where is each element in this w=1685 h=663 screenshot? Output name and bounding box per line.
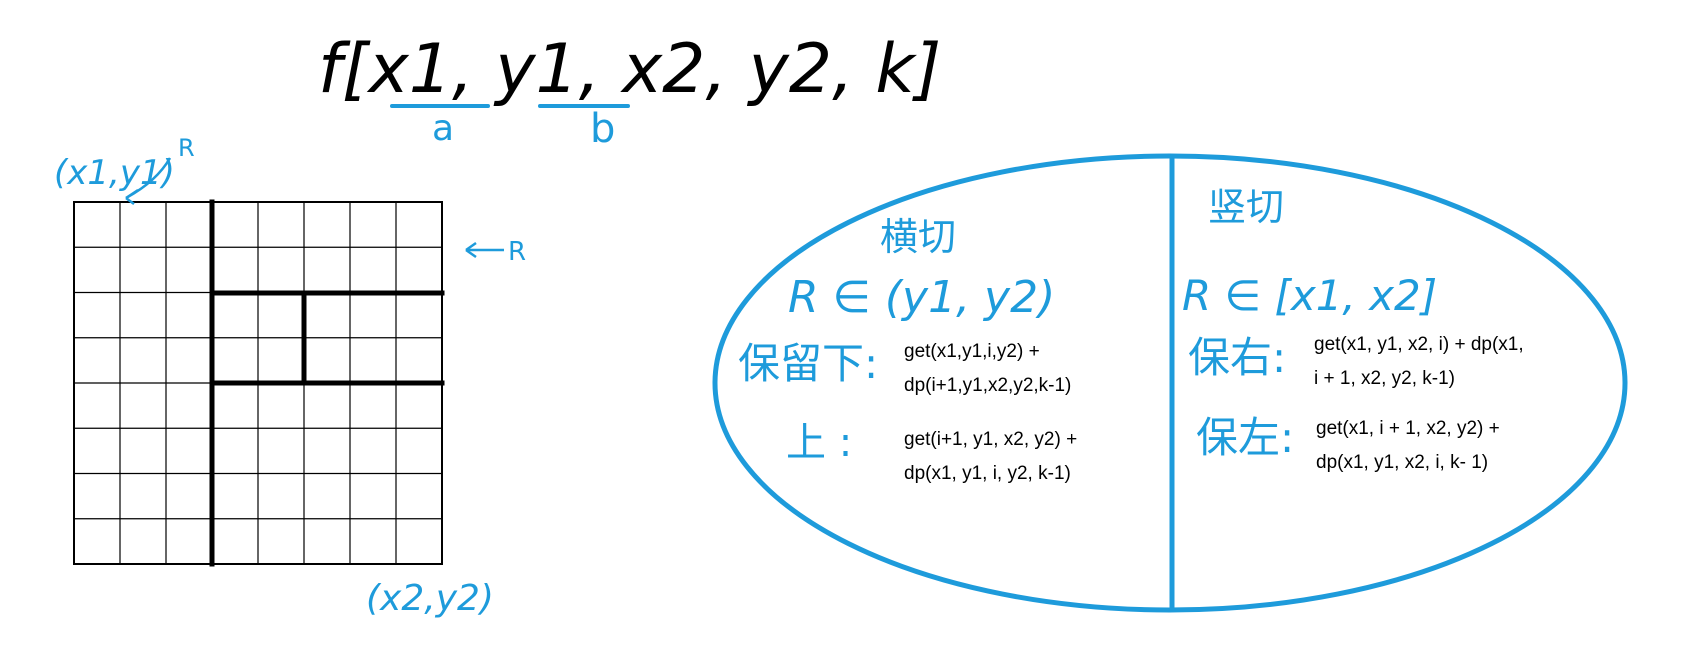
side-arrow: R [465,237,526,267]
keep-left-formula-line2: dp(x1, y1, x2, i, k- 1) [1316,452,1488,473]
vertical-cut-section: 竖切 R ∈ [x1, x2] 保右: get(x1, y1, x2, i) +… [1182,185,1524,473]
keep-right-formula-line1: get(x1, y1, x2, i) + dp(x1, [1314,334,1524,355]
cut-lines [209,199,445,567]
keep-bottom-formula-line1: get(x1,y1,i,y2) + [904,341,1040,362]
keep-top-label: 上 : [786,420,852,466]
function-signature-text: f[x1, y1, x2, y2, k] [318,30,941,109]
horizontal-cut-range: R ∈ (y1, y2) [788,272,1055,323]
keep-top-formula-line2: dp(x1, y1, i, y2, k-1) [904,463,1071,484]
vertical-cut-range: R ∈ [x1, x2] [1182,271,1437,320]
label-b: b [590,106,615,152]
horizontal-cut-title: 横切 [880,215,956,259]
corner-arrow-head-icon [125,188,139,205]
grid-board [73,199,445,567]
keep-right-label: 保右: [1188,333,1286,382]
corner-arrow-label: R [178,134,195,162]
keep-left-label: 保左: [1196,413,1294,462]
horizontal-cut-section: 横切 R ∈ (y1, y2) 保留下: get(x1,y1,i,y2) + d… [738,215,1077,484]
corner-top-left-label: (x1,y1) [54,153,175,193]
keep-bottom-formula-line2: dp(i+1,y1,x2,y2,k-1) [904,375,1071,396]
side-arrow-label: R [508,237,526,267]
keep-right-formula-line2: i + 1, x2, y2, k-1) [1314,368,1455,389]
keep-top-formula-line1: get(i+1, y1, x2, y2) + [904,429,1077,450]
vertical-cut-title: 竖切 [1208,185,1284,229]
corner-top-left: (x1,y1) R [54,134,195,205]
keep-left-formula-line1: get(x1, i + 1, x2, y2) + [1316,418,1500,439]
label-a: a [432,108,454,149]
function-signature: f[x1, y1, x2, y2, k] a b [318,30,941,152]
side-arrow-head-icon [465,241,477,259]
cut-ellipse [712,153,1628,613]
corner-bottom-right-label: (x2,y2) [366,578,494,619]
keep-bottom-label: 保留下: [738,339,878,388]
